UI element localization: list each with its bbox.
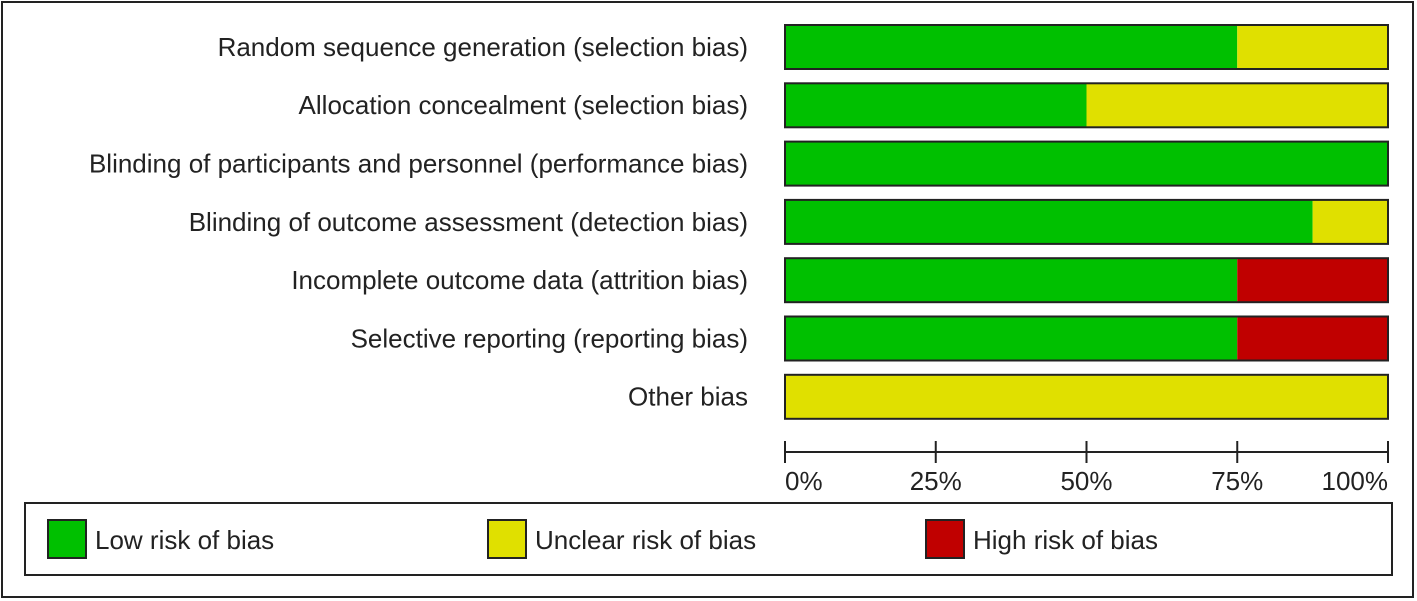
category-label: Blinding of outcome assessment (detectio… (189, 207, 748, 237)
bar-segment (1312, 199, 1388, 244)
bar-segment (1086, 83, 1388, 128)
legend-label: Unclear risk of bias (535, 525, 756, 555)
category-label: Random sequence generation (selection bi… (218, 32, 748, 62)
legend-label: High risk of bias (973, 525, 1158, 555)
x-tick-label: 0% (785, 466, 823, 496)
bar-segment (785, 83, 1087, 128)
category-label: Incomplete outcome data (attrition bias) (291, 265, 748, 295)
category-label: Selective reporting (reporting bias) (351, 323, 748, 353)
bar-outline (784, 198, 1389, 245)
category-label: Blinding of participants and personnel (… (89, 148, 748, 178)
bar-outline (784, 82, 1389, 129)
legend-label: Low risk of bias (95, 525, 274, 555)
x-tick-label: 75% (1211, 466, 1263, 496)
bar-segment (1237, 25, 1388, 69)
bar-segment (785, 316, 1238, 361)
bar-outline (784, 140, 1389, 187)
legend-frame (24, 502, 1393, 576)
bar-segment (785, 199, 1313, 244)
x-tick-label: 25% (910, 466, 962, 496)
x-tick-label: 100% (1322, 466, 1389, 496)
category-label: Allocation concealment (selection bias) (299, 90, 748, 120)
legend-swatch (47, 519, 87, 559)
bar-outline (784, 257, 1389, 304)
bar-segment (1237, 316, 1388, 361)
legend-swatch (487, 519, 527, 559)
category-label: Other bias (628, 382, 748, 412)
bar-segment (785, 258, 1238, 303)
bar-outline (784, 315, 1389, 362)
bar-outline (784, 24, 1389, 70)
bar-segment (785, 374, 1388, 419)
bar-outline (784, 373, 1389, 420)
bar-segment (1237, 258, 1388, 303)
x-tick-label: 50% (1060, 466, 1112, 496)
bar-segment (785, 141, 1388, 186)
legend-swatch (925, 519, 965, 559)
bar-segment (785, 25, 1238, 69)
